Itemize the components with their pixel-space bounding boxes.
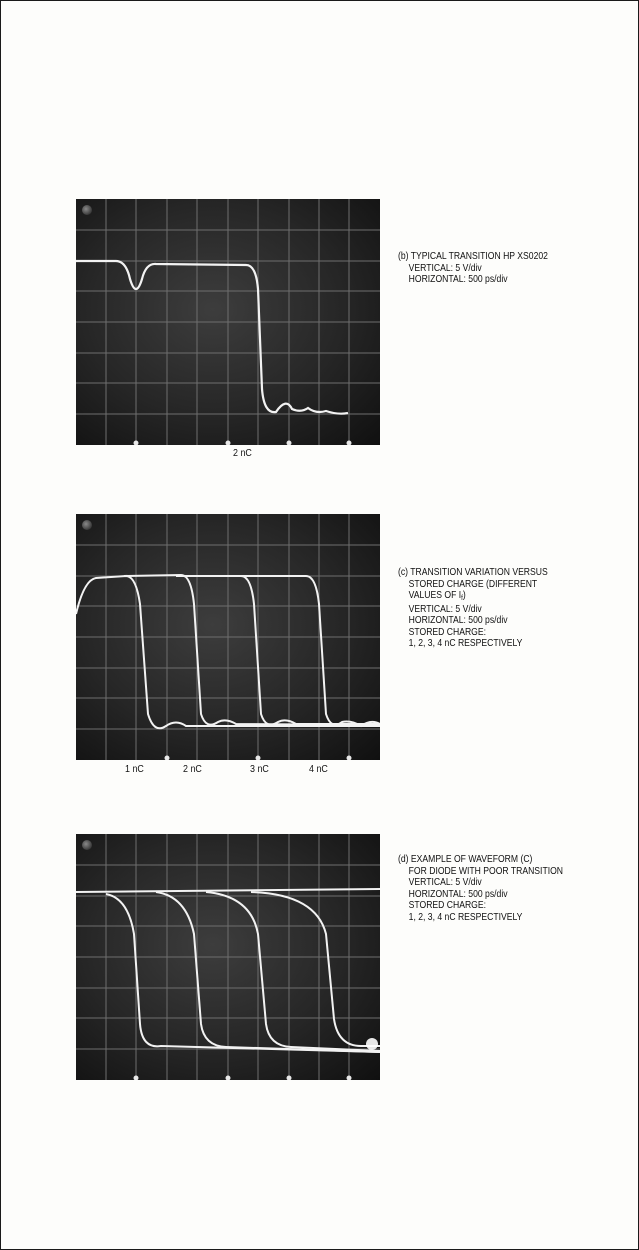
scope-trace-c — [76, 514, 380, 760]
caption-b-line: VERTICAL: 5 V/div — [408, 261, 482, 274]
caption-c-line: VERTICAL: 5 V/div — [408, 602, 482, 615]
caption-d-line: STORED CHARGE: — [408, 899, 487, 911]
caption-d: (d) EXAMPLE OF WAVEFORM (C) FOR DIODE WI… — [398, 853, 587, 923]
caption-d-line: (d) EXAMPLE OF WAVEFORM (C) — [398, 853, 533, 865]
screw-icon — [82, 840, 92, 850]
caption-c: (c) TRANSITION VARIATION VERSUS STORED C… — [398, 566, 587, 650]
caption-c-line: 1, 2, 3, 4 nC RESPECTIVELY — [408, 637, 523, 649]
caption-d-line: 1, 2, 3, 4 nC RESPECTIVELY — [408, 910, 523, 923]
caption-c-line: VALUES OF If) — [398, 589, 587, 604]
oscilloscope-photo-d — [76, 834, 380, 1080]
caption-b-line: (b) TYPICAL TRANSITION HP XS0202 — [398, 250, 548, 262]
charge-label: 4 nC — [309, 763, 328, 775]
caption-d-line: HORIZONTAL: 500 ps/div — [408, 887, 508, 900]
screw-icon — [82, 520, 92, 530]
charge-label: 2 nC — [183, 763, 202, 775]
caption-b: (b) TYPICAL TRANSITION HP XS0202 VERTICA… — [398, 250, 587, 286]
charge-label: 3 nC — [250, 763, 269, 775]
screw-icon — [82, 205, 92, 215]
scope-trace-d — [76, 834, 380, 1080]
caption-c-text: ) — [462, 589, 466, 601]
caption-c-line: STORED CHARGE: — [408, 625, 487, 638]
caption-c-subscript: f — [461, 593, 463, 602]
scope-trace-b — [76, 199, 380, 445]
caption-c-line: (c) TRANSITION VARIATION VERSUS — [398, 566, 548, 578]
oscilloscope-photo-c — [76, 514, 380, 760]
caption-b-line: HORIZONTAL: 500 ps/div — [408, 273, 508, 285]
caption-d-line: VERTICAL: 5 V/div — [408, 876, 482, 888]
charge-label: 2 nC — [233, 447, 252, 459]
oscilloscope-photo-b — [76, 199, 380, 445]
caption-c-text: VALUES OF I — [408, 589, 462, 601]
caption-c-line: HORIZONTAL: 500 ps/div — [408, 614, 508, 626]
caption-c-line: STORED CHARGE (DIFFERENT — [408, 577, 538, 590]
charge-label: 1 nC — [125, 763, 144, 775]
caption-d-line: FOR DIODE WITH POOR TRANSITION — [408, 864, 564, 877]
